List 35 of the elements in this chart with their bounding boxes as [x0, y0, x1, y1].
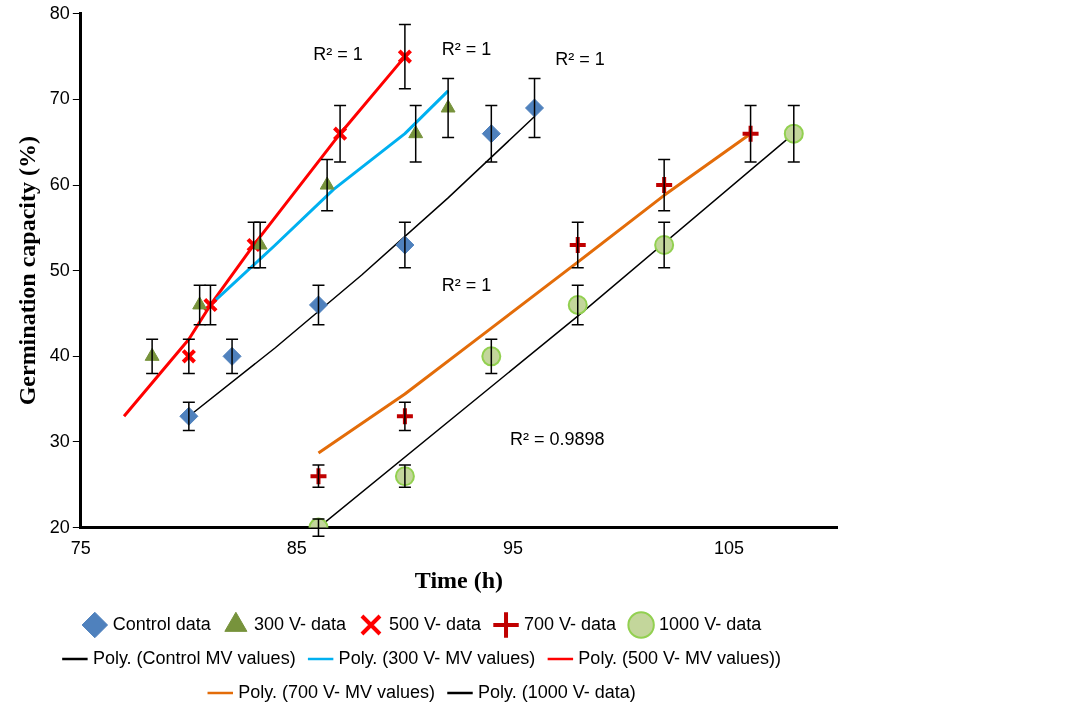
annotation: R² = 1 [313, 43, 363, 64]
annotation: R² = 1 [441, 275, 492, 296]
point [202, 297, 219, 313]
legend-label: 500 V- data [388, 613, 483, 634]
y-tick-label: 60 [49, 174, 70, 195]
y-tick-label: 50 [49, 259, 70, 280]
y-tick-label: 20 [49, 516, 70, 537]
x-tick-label: 105 [713, 538, 744, 559]
annotation: R² = 0.9898 [509, 429, 605, 450]
point [481, 124, 501, 144]
y-axis-title: Germination capacity (%) [13, 136, 40, 406]
y-tick-label: 30 [49, 430, 70, 451]
legend-label: 1000 V- data [659, 613, 763, 634]
legend-label: Control data [112, 613, 212, 634]
point [308, 295, 328, 315]
x-tick-label: 75 [70, 538, 91, 559]
legend-label: 300 V- data [253, 613, 347, 634]
legend-label: Poly. (500 V- MV values)) [578, 647, 782, 668]
legend-label: Poly. (1000 V- data) [477, 681, 636, 702]
x-axis-title: Time (h) [414, 566, 504, 593]
legend-label: Poly. (700 V- MV values) [238, 681, 435, 702]
point [567, 294, 588, 315]
y-tick-label: 80 [49, 2, 70, 23]
point [181, 348, 197, 364]
x-tick-label: 85 [286, 538, 307, 559]
x-tick-label: 95 [502, 538, 523, 559]
annotation: R² = 1 [555, 49, 605, 70]
point [332, 126, 348, 142]
legend-label: Poly. (300 V- MV values) [338, 647, 536, 668]
legend-label: Poly. (Control MV values) [92, 647, 296, 668]
legend-label: 700 V- data [524, 613, 618, 634]
point [481, 346, 502, 367]
annotation: R² = 1 [441, 38, 492, 59]
y-tick-label: 40 [49, 345, 70, 366]
y-tick-label: 70 [49, 88, 70, 109]
